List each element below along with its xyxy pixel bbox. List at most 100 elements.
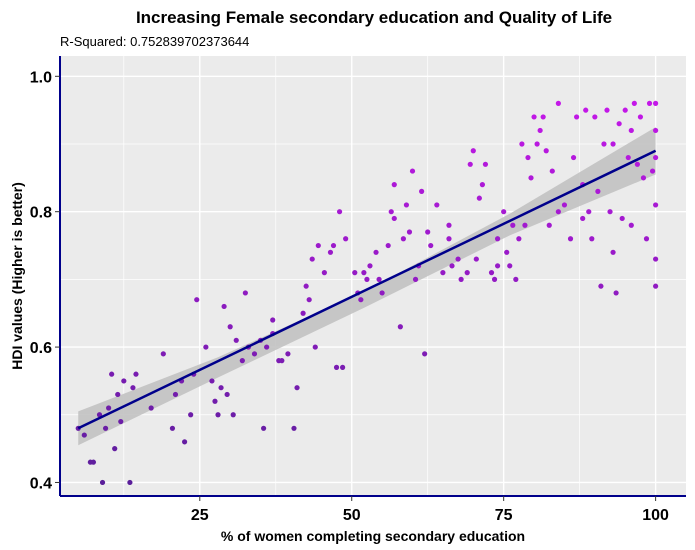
- data-point: [464, 270, 470, 276]
- data-point: [230, 412, 236, 418]
- data-point: [501, 209, 507, 215]
- data-point: [303, 283, 309, 289]
- data-point: [540, 114, 546, 120]
- data-point: [361, 270, 367, 276]
- data-point: [616, 121, 622, 127]
- data-point: [622, 107, 628, 113]
- x-tick-label: 50: [343, 507, 361, 524]
- trend-line: [77, 149, 657, 430]
- data-point: [340, 364, 346, 370]
- data-point: [99, 479, 106, 486]
- data-point: [270, 317, 276, 323]
- data-point: [251, 351, 258, 357]
- data-point: [169, 425, 176, 431]
- data-point: [81, 432, 87, 438]
- data-point: [90, 459, 97, 465]
- data-point: [221, 303, 227, 310]
- data-point: [510, 222, 516, 228]
- data-point: [482, 161, 489, 167]
- data-point: [358, 297, 364, 303]
- data-point: [212, 398, 218, 404]
- data-point: [586, 209, 592, 215]
- data-point: [574, 114, 580, 120]
- data-point: [102, 425, 109, 431]
- data-point: [181, 439, 188, 445]
- data-point: [619, 215, 625, 222]
- data-point: [96, 412, 103, 418]
- data-point: [555, 209, 561, 215]
- data-point: [531, 114, 537, 120]
- data-point: [543, 148, 549, 154]
- data-point: [631, 100, 637, 106]
- data-point: [534, 141, 540, 147]
- data-point: [115, 391, 121, 398]
- data-point: [379, 290, 385, 296]
- data-point: [336, 209, 343, 215]
- data-point: [628, 222, 634, 228]
- data-point: [473, 256, 479, 262]
- y-axis-label: HDI values (Higher is better): [9, 182, 25, 370]
- y-tick-label: 0.8: [30, 205, 52, 222]
- x-ticks: 25 50 75 100: [191, 496, 669, 524]
- data-point: [291, 425, 297, 431]
- data-point: [391, 215, 397, 222]
- data-point: [580, 215, 586, 222]
- data-point: [285, 351, 291, 357]
- data-point: [516, 236, 522, 242]
- data-point: [567, 236, 574, 242]
- data-point: [172, 391, 179, 398]
- confidence-band: [78, 127, 656, 446]
- data-point: [653, 283, 659, 289]
- data-point: [352, 270, 358, 276]
- data-point: [440, 270, 446, 276]
- x-axis-label: % of women completing secondary educatio…: [221, 528, 525, 544]
- data-point: [607, 209, 613, 215]
- data-point: [546, 222, 552, 228]
- data-point: [403, 202, 410, 208]
- data-point: [428, 242, 434, 249]
- data-point: [127, 479, 133, 486]
- data-point: [121, 378, 127, 384]
- data-point: [637, 114, 644, 120]
- data-point: [549, 168, 555, 174]
- data-point: [610, 249, 616, 255]
- data-point: [224, 391, 230, 398]
- data-point: [309, 256, 315, 262]
- data-point: [628, 127, 634, 134]
- data-point: [412, 276, 419, 282]
- data-point: [203, 344, 209, 350]
- data-point: [425, 229, 431, 235]
- data-point: [653, 256, 659, 262]
- data-point: [160, 351, 166, 357]
- data-point: [321, 270, 327, 276]
- data-point: [494, 263, 501, 269]
- chart-title: Increasing Female secondary education an…: [136, 8, 612, 27]
- data-point: [598, 283, 604, 289]
- data-point: [507, 263, 513, 269]
- data-point: [312, 344, 318, 350]
- data-point: [653, 202, 659, 208]
- data-point: [306, 297, 312, 303]
- data-point: [188, 412, 194, 418]
- data-point: [649, 168, 656, 174]
- data-point: [133, 371, 139, 377]
- data-point: [458, 276, 464, 282]
- data-point: [391, 182, 397, 188]
- data-point: [419, 188, 425, 194]
- data-point: [343, 236, 349, 242]
- data-point: [479, 182, 485, 188]
- chart-subtitle: R-Squared: 0.752839702373644: [60, 34, 249, 49]
- data-point: [367, 263, 373, 269]
- data-point: [315, 242, 321, 249]
- data-point: [455, 256, 461, 262]
- y-tick-label: 0.6: [30, 340, 52, 357]
- data-point: [422, 351, 428, 357]
- data-point: [653, 100, 659, 106]
- grid-lines: [60, 56, 686, 496]
- data-point: [595, 188, 601, 194]
- x-tick-label: 75: [495, 507, 513, 524]
- plot-panel: [60, 56, 686, 496]
- data-point: [613, 290, 619, 296]
- data-point: [601, 141, 607, 147]
- data-point: [467, 161, 473, 167]
